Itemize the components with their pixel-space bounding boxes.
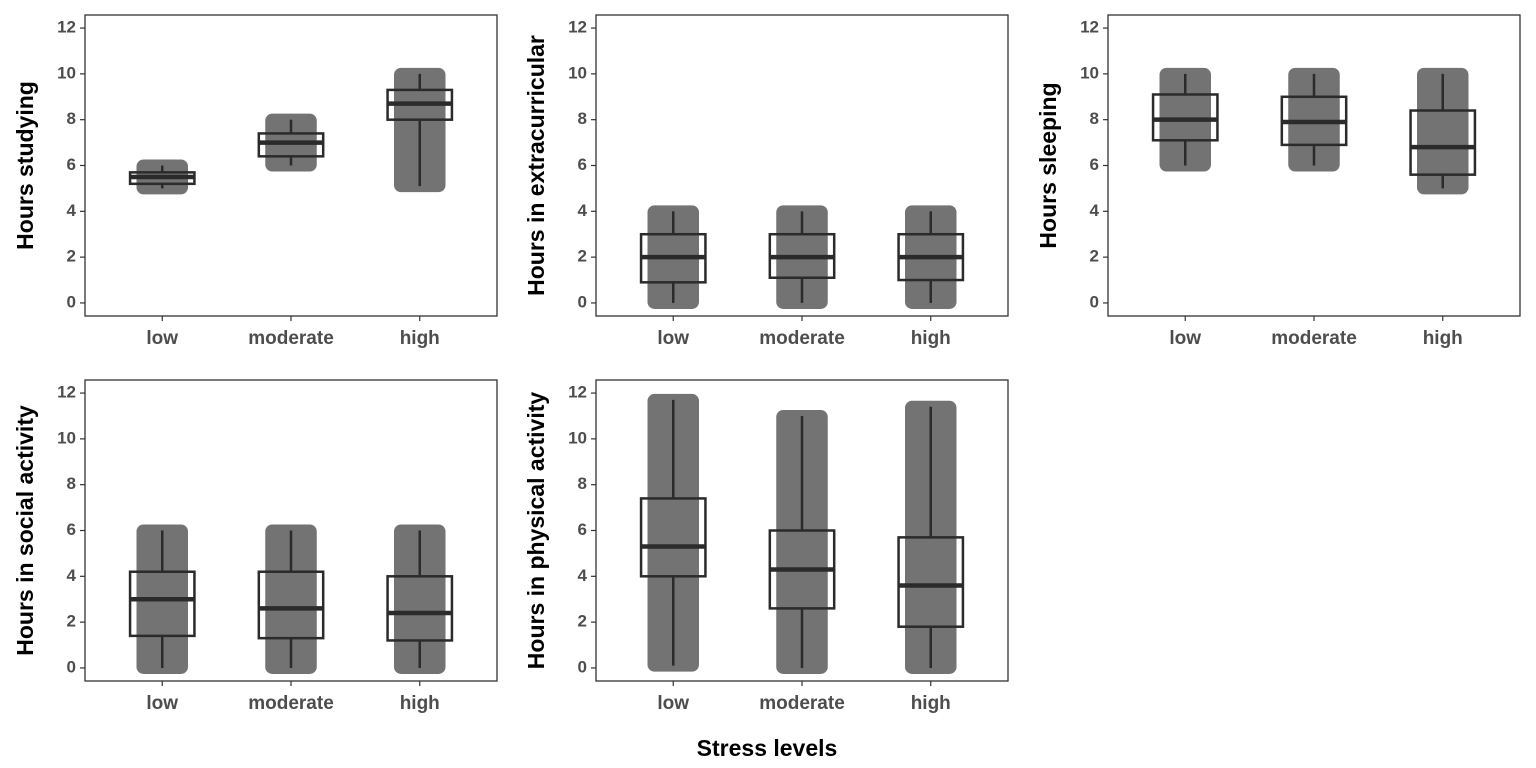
box <box>257 132 325 158</box>
y-tick-label: 8 <box>67 109 76 128</box>
box <box>128 570 196 638</box>
y-tick-label: 0 <box>1090 292 1099 311</box>
x-tick-label: moderate <box>1271 328 1357 349</box>
box <box>1151 93 1219 142</box>
y-tick-label: 10 <box>568 428 587 447</box>
x-tick-label: low <box>146 693 178 714</box>
panel: 0 2 4 6 8 10 12 Hours in social activity low mode… <box>12 379 498 714</box>
x-tick-label: moderate <box>248 693 334 714</box>
y-axis-title: Hours studying <box>12 81 38 250</box>
y-tick-label: 4 <box>578 566 588 585</box>
x-tick-label: moderate <box>759 693 845 714</box>
panel-border <box>84 379 498 682</box>
x-tick-label: low <box>657 328 689 349</box>
x-tick-label: low <box>1169 328 1201 349</box>
x-tick-label: low <box>146 328 178 349</box>
y-tick-label: 0 <box>578 657 587 676</box>
box <box>1409 109 1477 176</box>
y-tick-label: 4 <box>1090 201 1100 220</box>
y-tick-label: 10 <box>57 63 76 82</box>
y-tick-label: 6 <box>578 155 587 174</box>
y-tick-label: 4 <box>67 201 77 220</box>
y-tick-label: 8 <box>67 474 76 493</box>
y-tick-label: 4 <box>578 201 588 220</box>
y-tick-label: 0 <box>578 292 587 311</box>
y-tick-label: 8 <box>578 109 587 128</box>
panel-border <box>84 14 498 317</box>
x-tick-label: high <box>911 693 951 714</box>
panel-border <box>595 14 1009 317</box>
y-tick-label: 8 <box>578 474 587 493</box>
y-axis-title: Hours in physical activity <box>523 392 549 670</box>
panel-border <box>595 379 1009 682</box>
y-tick-label: 4 <box>67 566 77 585</box>
x-tick-label: low <box>657 693 689 714</box>
panel: 0 2 4 6 8 10 12 Hours in extracurricular low mode… <box>523 14 1009 349</box>
x-tick-label: high <box>1423 328 1463 349</box>
y-tick-label: 2 <box>578 612 587 631</box>
point-cloud <box>394 524 446 674</box>
y-tick-label: 12 <box>568 383 587 402</box>
y-tick-label: 0 <box>67 657 76 676</box>
y-tick-label: 10 <box>1080 63 1099 82</box>
x-axis-title: Stress levels <box>697 735 838 761</box>
y-tick-label: 6 <box>578 520 587 539</box>
y-tick-label: 10 <box>568 63 587 82</box>
y-axis-title: Hours sleeping <box>1035 82 1061 248</box>
y-tick-label: 6 <box>1090 155 1099 174</box>
x-tick-label: moderate <box>759 328 845 349</box>
panel: 0 2 4 6 8 10 12 Hours sleeping low moderate high <box>1035 14 1521 349</box>
point-cloud <box>265 524 317 674</box>
y-tick-label: 6 <box>67 155 76 174</box>
box <box>386 575 454 642</box>
y-tick-label: 10 <box>57 428 76 447</box>
y-tick-label: 2 <box>67 612 76 631</box>
y-axis-title: Hours in social activity <box>12 405 38 656</box>
x-tick-label: high <box>911 328 951 349</box>
box <box>639 497 707 578</box>
box <box>257 570 325 640</box>
y-tick-label: 0 <box>67 292 76 311</box>
point-cloud <box>647 393 699 672</box>
panel: 0 2 4 6 8 10 12 Hours studying low moderate high <box>12 14 498 349</box>
y-axis-title: Hours in extracurricular <box>523 35 549 296</box>
y-tick-label: 2 <box>67 247 76 266</box>
point-cloud <box>1417 67 1469 195</box>
box <box>897 536 965 628</box>
x-tick-label: moderate <box>248 328 334 349</box>
y-tick-label: 8 <box>1090 109 1099 128</box>
y-tick-label: 12 <box>57 18 76 37</box>
x-tick-label: high <box>400 328 440 349</box>
y-tick-label: 2 <box>578 247 587 266</box>
y-tick-label: 6 <box>67 520 76 539</box>
panel: 0 2 4 6 8 10 12 Hours in physical activity low mo… <box>523 379 1009 714</box>
y-tick-label: 12 <box>57 383 76 402</box>
y-tick-label: 12 <box>568 18 587 37</box>
y-tick-label: 2 <box>1090 247 1099 266</box>
panel-border <box>1107 14 1521 317</box>
y-tick-label: 12 <box>1080 18 1099 37</box>
x-tick-label: high <box>400 693 440 714</box>
